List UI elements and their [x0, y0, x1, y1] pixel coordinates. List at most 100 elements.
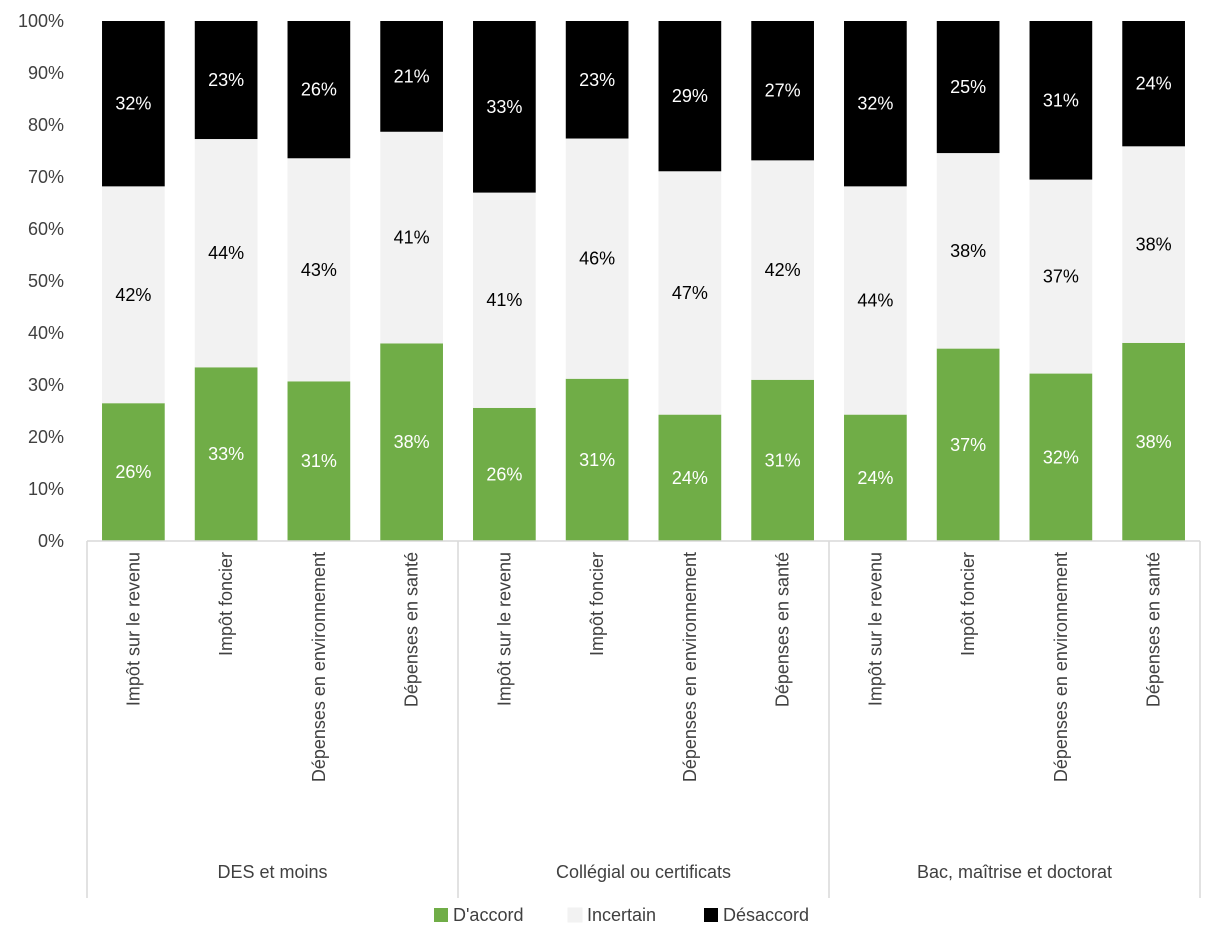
category-label: Impôt foncier — [587, 552, 607, 656]
category-label: Dépenses en santé — [1144, 552, 1164, 707]
bar-segment-d-saccord — [287, 21, 351, 159]
y-tick-label: 20% — [28, 427, 64, 447]
bar-segment-d-accord — [380, 343, 443, 541]
data-label: 26% — [115, 462, 151, 482]
bar-segment-incertain — [658, 171, 722, 415]
bar-segment-d-saccord — [194, 21, 258, 140]
y-tick-label: 10% — [28, 479, 64, 499]
bar-segment-incertain — [102, 186, 165, 404]
bar-segment-d-accord — [844, 414, 907, 541]
data-label: 21% — [394, 66, 430, 86]
data-label: 44% — [208, 243, 244, 263]
data-label: 32% — [1043, 447, 1079, 467]
category-label: Impôt sur le revenu — [494, 552, 514, 706]
bar-segment-d-accord — [287, 381, 351, 541]
bar-segment-d-saccord — [844, 21, 907, 187]
data-label: 41% — [394, 228, 430, 248]
y-tick-label: 70% — [28, 167, 64, 187]
y-tick-label: 50% — [28, 271, 64, 291]
legend-label: Incertain — [587, 905, 656, 925]
legend-label: Désaccord — [723, 905, 809, 925]
data-label: 24% — [672, 468, 708, 488]
bar-segment-incertain — [565, 138, 629, 379]
bar-segment-d-saccord — [380, 21, 443, 132]
legend-label: D'accord — [453, 905, 523, 925]
y-tick-label: 80% — [28, 115, 64, 135]
bar-segment-d-accord — [102, 403, 165, 541]
data-label: 31% — [579, 450, 615, 470]
data-label: 31% — [301, 451, 337, 471]
data-label: 32% — [115, 94, 151, 114]
y-tick-label: 60% — [28, 219, 64, 239]
bar-segment-d-accord — [658, 414, 722, 541]
data-label: 24% — [857, 468, 893, 488]
bar-segment-incertain — [473, 192, 536, 408]
bar-segment-incertain — [1029, 179, 1093, 374]
data-label: 43% — [301, 260, 337, 280]
bars: 26% 42% 32% 33% 44% 23% 31% 43% 26% 38% 41% 21% 26% 4… — [102, 21, 1185, 541]
bar-segment-d-saccord — [658, 21, 722, 172]
x-axis: Impôt sur le revenu Impôt foncier Dépenses… — [86, 540, 1201, 898]
category-label: Impôt foncier — [958, 552, 978, 656]
data-label: 31% — [1043, 90, 1079, 110]
bar-segment-incertain — [380, 131, 443, 344]
bar-segment-d-saccord — [1122, 21, 1185, 147]
data-label: 47% — [672, 283, 708, 303]
bar-segment-d-accord — [473, 407, 536, 541]
group-label: DES et moins — [217, 862, 327, 882]
category-label: Dépenses en santé — [402, 552, 422, 707]
data-label: 31% — [765, 450, 801, 470]
data-label: 27% — [765, 81, 801, 101]
bar-segment-incertain — [1122, 146, 1185, 343]
bar-segment-d-accord — [936, 348, 1000, 541]
data-label: 32% — [857, 94, 893, 114]
data-label: 29% — [672, 86, 708, 106]
bar-segment-incertain — [844, 186, 907, 415]
legend-swatch — [434, 908, 448, 922]
legend: D'accord Incertain Désaccord — [434, 905, 809, 925]
bar-segment-incertain — [194, 139, 258, 368]
bar-segment-d-accord — [565, 378, 629, 541]
data-label: 38% — [950, 241, 986, 261]
data-label: 44% — [857, 291, 893, 311]
data-label: 33% — [208, 444, 244, 464]
bar-segment-d-accord — [1122, 342, 1185, 541]
data-label: 38% — [1136, 235, 1172, 255]
bar-segment-d-saccord — [936, 21, 1000, 154]
bar-segment-d-accord — [194, 367, 258, 541]
bar-segment-d-saccord — [473, 21, 536, 193]
bar-segment-d-saccord — [565, 21, 629, 139]
category-label: Dépenses en environnement — [1051, 552, 1071, 782]
data-label: 25% — [950, 77, 986, 97]
data-label: 38% — [394, 432, 430, 452]
data-label: 24% — [1136, 74, 1172, 94]
bar-segment-d-accord — [751, 379, 814, 541]
category-label: Dépenses en santé — [773, 552, 793, 707]
data-label: 46% — [579, 249, 615, 269]
bar-segment-incertain — [751, 160, 814, 380]
data-label: 38% — [1136, 432, 1172, 452]
y-tick-label: 30% — [28, 375, 64, 395]
y-tick-label: 40% — [28, 323, 64, 343]
data-label: 37% — [950, 435, 986, 455]
bar-segment-d-saccord — [751, 21, 814, 161]
category-label: Dépenses en environnement — [680, 552, 700, 782]
bar-segment-incertain — [936, 153, 1000, 349]
y-tick-label: 0% — [38, 531, 64, 551]
legend-swatch — [704, 908, 718, 922]
category-label: Dépenses en environnement — [309, 552, 329, 782]
group-label: Bac, maîtrise et doctorat — [917, 862, 1112, 882]
data-label: 23% — [208, 70, 244, 90]
data-label: 33% — [486, 97, 522, 117]
bar-segment-incertain — [287, 158, 351, 382]
y-tick-label: 90% — [28, 63, 64, 83]
data-label: 26% — [486, 464, 522, 484]
group-label: Collégial ou certificats — [556, 862, 731, 882]
y-tick-label: 100% — [18, 11, 64, 31]
category-label: Impôt sur le revenu — [123, 552, 143, 706]
data-label: 23% — [579, 70, 615, 90]
data-label: 37% — [1043, 267, 1079, 287]
legend-swatch — [567, 907, 583, 923]
y-axis: 0% 10% 20% 30% 40% 50% 60% 70% 80% 90% 100% — [18, 11, 64, 551]
